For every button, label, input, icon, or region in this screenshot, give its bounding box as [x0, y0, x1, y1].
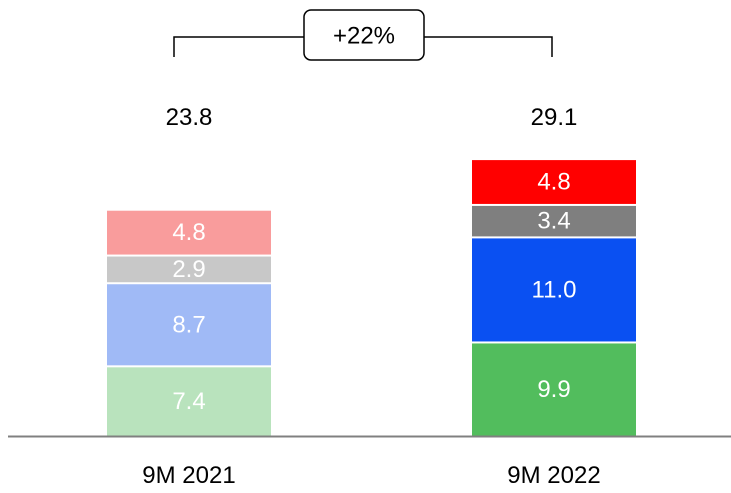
segment-value-label: 9.9 [537, 376, 570, 403]
segment-value-label: 8.7 [172, 311, 205, 338]
bar-segment [107, 367, 271, 436]
category-label: 9M 2022 [507, 462, 600, 489]
segment-value-label: 11.0 [532, 276, 577, 303]
category-labels-group: 9M 2021 9M 2022 [142, 462, 600, 489]
bar-segment [472, 160, 636, 204]
bar-segment [107, 256, 271, 283]
totals-group: 23.8 29.1 [166, 104, 578, 131]
growth-badge-label: +22% [333, 23, 395, 50]
stack-total-label: 23.8 [166, 104, 213, 131]
segment-value-label: 4.8 [537, 169, 570, 196]
segment-value-label: 3.4 [537, 208, 570, 235]
bar-segment [472, 238, 636, 342]
bar-segment [107, 284, 271, 366]
category-label: 9M 2021 [142, 462, 235, 489]
bracket-right-line [424, 36, 553, 57]
bracket-left-line [173, 36, 304, 57]
bar-segment [472, 343, 636, 436]
growth-badge-box [303, 9, 425, 61]
bars-group: 7.4 8.7 2.9 4.8 9.9 11.0 3.4 4.8 [107, 160, 636, 436]
segment-value-label: 7.4 [172, 388, 205, 415]
growth-bracket: +22% [173, 9, 553, 61]
stack-total-label: 29.1 [531, 104, 578, 131]
segment-value-label: 4.8 [172, 219, 205, 246]
bar-segment [107, 210, 271, 255]
segment-value-label: 2.9 [172, 256, 205, 283]
bar-segment [472, 205, 636, 237]
